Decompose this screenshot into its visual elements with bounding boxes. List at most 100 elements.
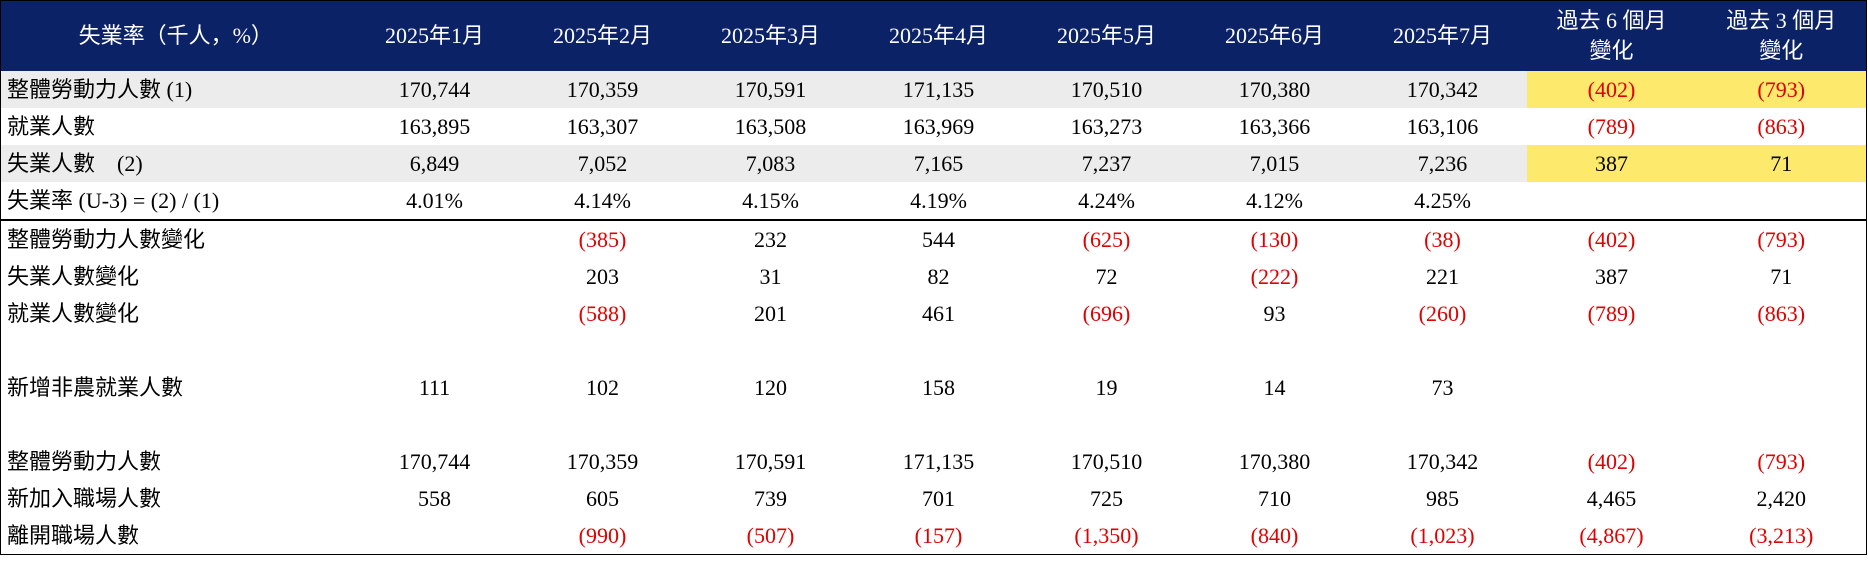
row-label: 失業率 (U-3) = (2) / (1)	[7, 188, 220, 213]
value-cell: (4,867)	[1579, 523, 1644, 548]
value-cell: (588)	[578, 301, 627, 326]
value-cell: 203	[586, 264, 619, 289]
value-cell: 558	[418, 486, 451, 511]
row-label: 失業人數變化	[7, 264, 140, 289]
table-section: 整體勞動力人數變化 (385) 232 544 (625) (130) (38) (402) (…	[0, 219, 1867, 332]
value-cell: 387	[1526, 145, 1697, 182]
header-text: 2025年1月	[384, 23, 484, 48]
table-row: 離開職場人數 (990) (507) (157) (1,350) (840) (1,023)…	[1, 517, 1867, 555]
row-label: 整體勞動力人數變化	[0, 219, 351, 258]
empty-cell	[1697, 182, 1867, 220]
value-cell: 73	[1431, 375, 1454, 400]
value-cell: 14	[1263, 375, 1286, 400]
value-cell: (625)	[1022, 219, 1191, 258]
value-cell: 170,359	[566, 449, 639, 474]
value-cell: 163,366	[1238, 114, 1311, 139]
table-row: 整體勞動力人數 (1) 170,744 170,359 170,591 171,135 1…	[0, 71, 1867, 108]
value-cell: 163,508	[734, 114, 807, 139]
row-label: 離開職場人數	[7, 523, 140, 548]
value-cell: 701	[922, 486, 955, 511]
value-cell: (260)	[1418, 301, 1467, 326]
value-cell: 4,465	[1586, 486, 1637, 511]
header-text: 2025年4月	[888, 23, 988, 48]
header-cell: 2025年7月	[1358, 0, 1527, 71]
value-cell: 201	[754, 301, 787, 326]
row-label: 就業人數	[7, 114, 96, 139]
value-cell: 7,083	[686, 145, 855, 182]
header-cell: 過去 6 個月 變化	[1526, 0, 1697, 71]
table-section: 整體勞動力人數 (1) 170,744 170,359 170,591 171,135 1…	[0, 71, 1867, 220]
table-row: 整體勞動力人數變化 (385) 232 544 (625) (130) (38) (402)(…	[0, 219, 1867, 258]
value-cell: 2,420	[1756, 486, 1807, 511]
row-label: 整體勞動力人數 (1)	[0, 71, 351, 108]
header-cell: 2025年2月	[518, 0, 687, 71]
value-cell: 170,744	[398, 449, 471, 474]
value-cell: 170,342	[1358, 71, 1527, 108]
value-cell: (38)	[1358, 219, 1527, 258]
value-cell: 93	[1263, 301, 1286, 326]
table-row: 新增非農就業人數 111 102 120 158 19 14 73	[1, 332, 1867, 406]
row-label: 新加入職場人數	[7, 486, 162, 511]
value-cell: 170,342	[1406, 449, 1479, 474]
header-text: 2025年2月	[552, 23, 652, 48]
value-cell: (385)	[518, 219, 687, 258]
header-text: 變化	[1589, 38, 1634, 63]
header-text: 過去 6 個月	[1556, 8, 1667, 33]
value-cell: 71	[1770, 264, 1793, 289]
header-text: 失業率（千人，%）	[78, 23, 273, 48]
table-row: 失業人數變化 203 31 82 72 (222) 221 387 71	[1, 258, 1867, 295]
empty-cell	[1527, 332, 1697, 406]
value-cell: 170,359	[518, 71, 687, 108]
value-cell: 170,380	[1238, 449, 1311, 474]
value-cell: (130)	[1190, 219, 1359, 258]
empty-cell	[1527, 182, 1697, 220]
value-cell: (863)	[1757, 114, 1806, 139]
value-cell: 170,510	[1022, 71, 1191, 108]
value-cell: 163,273	[1070, 114, 1143, 139]
value-cell: 102	[586, 375, 619, 400]
value-cell: 221	[1426, 264, 1459, 289]
value-cell: (696)	[1082, 301, 1131, 326]
value-cell: 461	[922, 301, 955, 326]
value-cell: 171,135	[854, 71, 1023, 108]
row-label: 就業人數變化	[7, 301, 140, 326]
value-cell: 4.24%	[1078, 188, 1135, 213]
value-cell: 605	[586, 486, 619, 511]
header-text: 過去 3 個月	[1726, 8, 1837, 33]
value-cell: 4.01%	[406, 188, 463, 213]
value-cell: 232	[686, 219, 855, 258]
value-cell: 7,015	[1190, 145, 1359, 182]
value-cell: 163,895	[398, 114, 471, 139]
header-text: 2025年3月	[720, 23, 820, 48]
value-cell: 170,744	[350, 71, 519, 108]
empty-cell	[350, 219, 519, 258]
value-cell: 6,849	[350, 145, 519, 182]
value-cell: 387	[1595, 264, 1628, 289]
value-cell: (402)	[1526, 219, 1697, 258]
value-cell: (402)	[1587, 449, 1636, 474]
value-cell: 985	[1426, 486, 1459, 511]
value-cell: 4.15%	[742, 188, 799, 213]
value-cell: 725	[1090, 486, 1123, 511]
row-label: 整體勞動力人數	[7, 449, 162, 474]
header-cell: 2025年6月	[1190, 0, 1359, 71]
value-cell: 158	[922, 375, 955, 400]
value-cell: 170,591	[686, 71, 855, 108]
table-row: 失業率 (U-3) = (2) / (1) 4.01% 4.14% 4.15% 4.19…	[1, 182, 1867, 220]
value-cell: 72	[1095, 264, 1118, 289]
value-cell: (157)	[914, 523, 963, 548]
value-cell: 710	[1258, 486, 1291, 511]
value-cell: 111	[418, 375, 451, 400]
value-cell: (3,213)	[1749, 523, 1814, 548]
value-cell: 170,510	[1070, 449, 1143, 474]
header-cell: 2025年4月	[854, 0, 1023, 71]
row-label: 失業人數 (2)	[0, 145, 351, 182]
value-cell: (402)	[1526, 71, 1697, 108]
table-row: 新加入職場人數 558 605 739 701 725 710 985 4,465 2,420	[1, 480, 1867, 517]
value-cell: 544	[854, 219, 1023, 258]
row-label: 新增非農就業人數	[7, 375, 184, 400]
header-text: 2025年5月	[1056, 23, 1156, 48]
value-cell: 120	[754, 375, 787, 400]
